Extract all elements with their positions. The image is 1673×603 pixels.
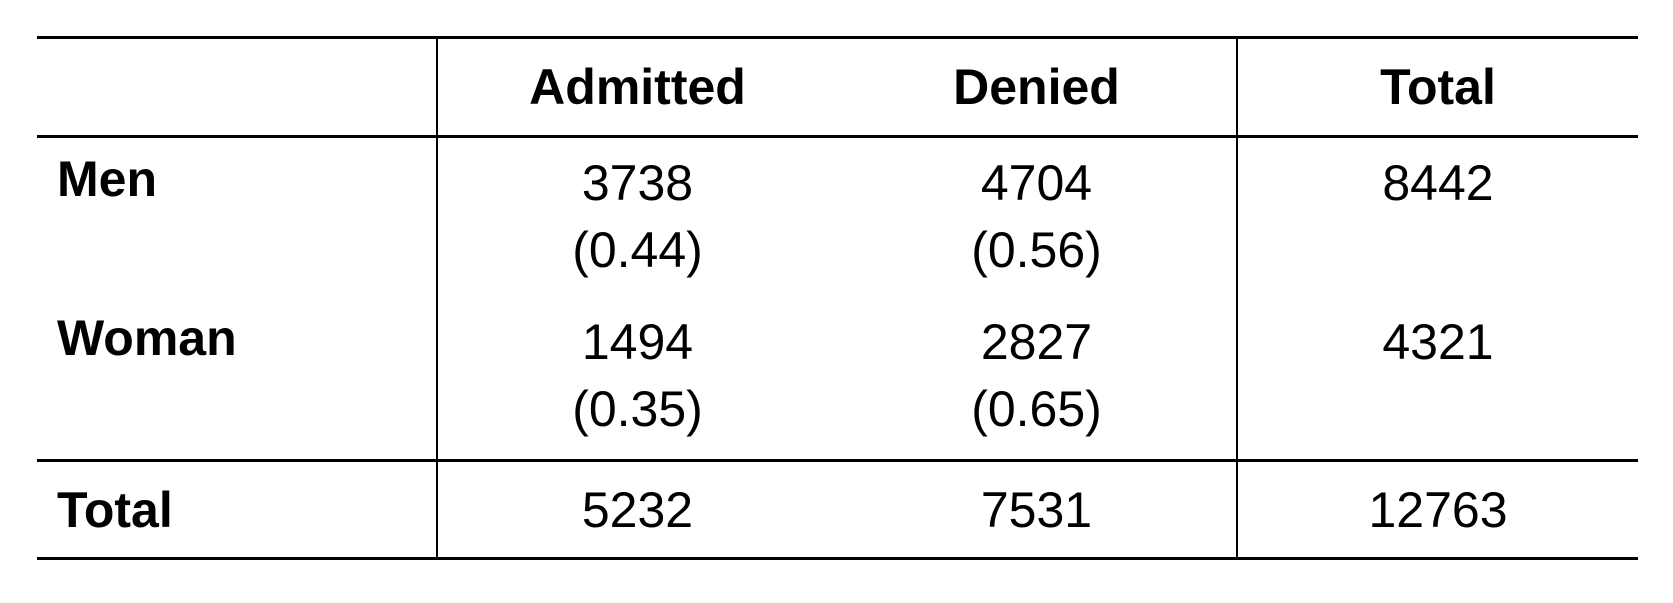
cell-men-total: 8442 xyxy=(1237,137,1638,310)
header-admitted: Admitted xyxy=(437,36,837,138)
cell-proportion: (0.35) xyxy=(572,381,703,437)
totals-row: Total 5232 7531 12763 xyxy=(37,459,1638,560)
row-label-total: Total xyxy=(37,459,438,560)
header-corner-cell xyxy=(37,36,438,138)
cell-proportion: (0.44) xyxy=(572,222,703,278)
cell-total-denied: 7531 xyxy=(837,459,1238,560)
row-label-woman: Woman xyxy=(37,309,438,461)
cell-men-denied: 4704 (0.56) xyxy=(837,136,1238,309)
cell-proportion: (0.65) xyxy=(971,381,1102,437)
cell-count: 3738 xyxy=(581,155,694,211)
cell-proportion: (0.56) xyxy=(971,222,1102,278)
cell-count: 2827 xyxy=(980,314,1093,370)
cell-men-admitted: 3738 (0.44) xyxy=(437,137,837,310)
cell-count: 1494 xyxy=(581,314,694,370)
admissions-contingency-table: Admitted Denied Total Men 3738 (0.44) 47… xyxy=(37,36,1638,560)
row-label-men: Men xyxy=(37,136,438,309)
cell-total-admitted: 5232 xyxy=(437,459,837,560)
cell-grand-total: 12763 xyxy=(1237,459,1638,560)
cell-woman-denied: 2827 (0.65) xyxy=(837,309,1238,461)
header-row: Admitted Denied Total xyxy=(37,36,1638,138)
cell-count: 4704 xyxy=(980,155,1093,211)
cell-woman-total: 4321 xyxy=(1237,309,1638,461)
contingency-table-container: Admitted Denied Total Men 3738 (0.44) 47… xyxy=(37,36,1638,560)
cell-woman-admitted: 1494 (0.35) xyxy=(437,309,837,461)
table-row: Men 3738 (0.44) 4704 (0.56) 8442 xyxy=(37,136,1638,310)
cell-count: 4321 xyxy=(1382,314,1494,370)
header-denied: Denied xyxy=(837,36,1238,138)
table-row: Woman 1494 (0.35) 2827 (0.65) 4321 xyxy=(37,309,1638,461)
header-total: Total xyxy=(1237,36,1638,138)
cell-count: 8442 xyxy=(1382,155,1494,211)
